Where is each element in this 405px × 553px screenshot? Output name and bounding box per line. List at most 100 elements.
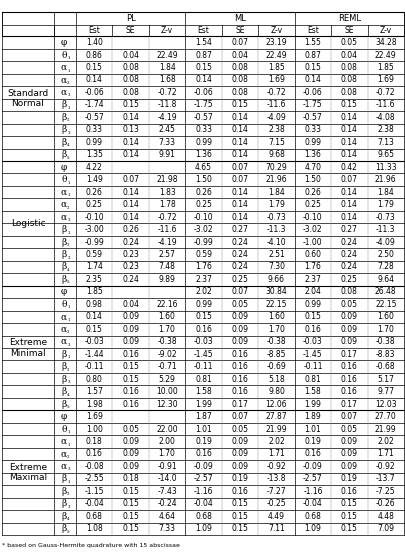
Text: -13.8: -13.8 [266, 474, 286, 483]
Text: 1.60: 1.60 [376, 312, 393, 321]
Text: φ: φ [61, 412, 67, 421]
Text: 1.60: 1.60 [158, 312, 175, 321]
Text: 1.36: 1.36 [304, 150, 320, 159]
Text: θ: θ [61, 300, 66, 309]
Text: 2.02: 2.02 [195, 288, 211, 296]
Text: β: β [61, 275, 66, 284]
Text: ₂: ₂ [67, 329, 70, 335]
Text: 0.16: 0.16 [340, 375, 357, 384]
Text: 0.08: 0.08 [340, 88, 357, 97]
Text: 0.04: 0.04 [122, 300, 139, 309]
Text: ₄: ₄ [67, 142, 70, 147]
Text: -1.45: -1.45 [193, 349, 213, 359]
Text: 0.05: 0.05 [340, 425, 357, 434]
Text: 0.98: 0.98 [85, 300, 102, 309]
Text: 1.49: 1.49 [85, 175, 102, 184]
Text: 0.16: 0.16 [122, 387, 139, 396]
Text: -1.75: -1.75 [302, 101, 322, 109]
Text: 0.07: 0.07 [231, 163, 248, 172]
Text: 21.96: 21.96 [374, 175, 396, 184]
Text: 0.26: 0.26 [304, 187, 320, 197]
Text: -0.72: -0.72 [157, 88, 177, 97]
Text: -2.57: -2.57 [193, 474, 213, 483]
Text: 0.14: 0.14 [85, 75, 102, 85]
Text: 7.28: 7.28 [377, 263, 393, 272]
Text: Est: Est [306, 26, 318, 35]
Text: ₂: ₂ [67, 367, 70, 372]
Text: 10.00: 10.00 [156, 387, 177, 396]
Text: 0.24: 0.24 [231, 263, 248, 272]
Text: 2.45: 2.45 [158, 126, 175, 134]
Text: 0.25: 0.25 [85, 200, 102, 209]
Text: α: α [61, 75, 67, 85]
Text: 70.29: 70.29 [265, 163, 287, 172]
Text: -7.25: -7.25 [375, 487, 394, 496]
Text: -1.00: -1.00 [302, 238, 322, 247]
Text: 1.58: 1.58 [304, 387, 320, 396]
Text: 0.15: 0.15 [304, 312, 320, 321]
Text: 0.26: 0.26 [122, 225, 139, 234]
Text: -0.99: -0.99 [84, 238, 104, 247]
Text: 1.79: 1.79 [267, 200, 284, 209]
Text: 2.51: 2.51 [267, 250, 284, 259]
Text: ₁: ₁ [67, 354, 69, 359]
Text: ₃: ₃ [67, 92, 70, 97]
Text: REML: REML [337, 14, 360, 23]
Text: -14.0: -14.0 [157, 474, 177, 483]
Text: 0.19: 0.19 [304, 437, 320, 446]
Text: ₃: ₃ [67, 130, 70, 135]
Text: ₃: ₃ [67, 504, 70, 509]
Text: 0.16: 0.16 [340, 387, 357, 396]
Text: 0.33: 0.33 [304, 126, 321, 134]
Text: 1.71: 1.71 [267, 450, 284, 458]
Text: -0.04: -0.04 [302, 499, 322, 508]
Text: ₄: ₄ [67, 267, 70, 272]
Text: ₂: ₂ [67, 454, 70, 459]
Text: 0.09: 0.09 [231, 437, 248, 446]
Text: 0.09: 0.09 [122, 337, 139, 346]
Text: -7.43: -7.43 [157, 487, 177, 496]
Text: 0.09: 0.09 [340, 312, 357, 321]
Text: 1.57: 1.57 [85, 387, 102, 396]
Text: β: β [61, 524, 66, 533]
Text: 0.15: 0.15 [122, 512, 139, 521]
Text: Z-v: Z-v [161, 26, 173, 35]
Text: 0.05: 0.05 [340, 300, 357, 309]
Text: 1.55: 1.55 [304, 38, 320, 47]
Text: β: β [61, 126, 66, 134]
Text: 0.59: 0.59 [194, 250, 211, 259]
Text: φ: φ [61, 288, 67, 296]
Text: 0.33: 0.33 [85, 126, 102, 134]
Text: β: β [61, 375, 66, 384]
Text: 0.09: 0.09 [340, 325, 357, 334]
Text: 7.11: 7.11 [267, 524, 284, 533]
Text: 0.18: 0.18 [85, 437, 102, 446]
Text: 0.09: 0.09 [122, 450, 139, 458]
Text: -0.04: -0.04 [84, 499, 104, 508]
Text: 1.76: 1.76 [195, 263, 211, 272]
Text: β: β [61, 349, 66, 359]
Text: -0.09: -0.09 [193, 462, 213, 471]
Text: Z-v: Z-v [379, 26, 391, 35]
Text: -11.8: -11.8 [157, 101, 176, 109]
Text: 11.33: 11.33 [374, 163, 396, 172]
Text: 2.37: 2.37 [304, 275, 320, 284]
Text: 0.08: 0.08 [340, 63, 357, 72]
Text: 0.16: 0.16 [304, 325, 320, 334]
Text: β: β [61, 113, 66, 122]
Text: 0.04: 0.04 [122, 50, 139, 60]
Text: 22.15: 22.15 [265, 300, 286, 309]
Text: -0.08: -0.08 [84, 462, 104, 471]
Text: 30.84: 30.84 [265, 288, 287, 296]
Text: PL: PL [126, 14, 135, 23]
Text: 0.25: 0.25 [340, 275, 357, 284]
Text: 0.19: 0.19 [195, 437, 211, 446]
Text: 9.89: 9.89 [158, 275, 175, 284]
Text: -3.00: -3.00 [84, 225, 104, 234]
Text: 0.14: 0.14 [231, 200, 248, 209]
Text: 0.08: 0.08 [231, 63, 248, 72]
Text: -0.38: -0.38 [266, 337, 286, 346]
Text: 4.70: 4.70 [304, 163, 321, 172]
Text: -0.69: -0.69 [266, 362, 286, 371]
Text: -0.72: -0.72 [375, 88, 394, 97]
